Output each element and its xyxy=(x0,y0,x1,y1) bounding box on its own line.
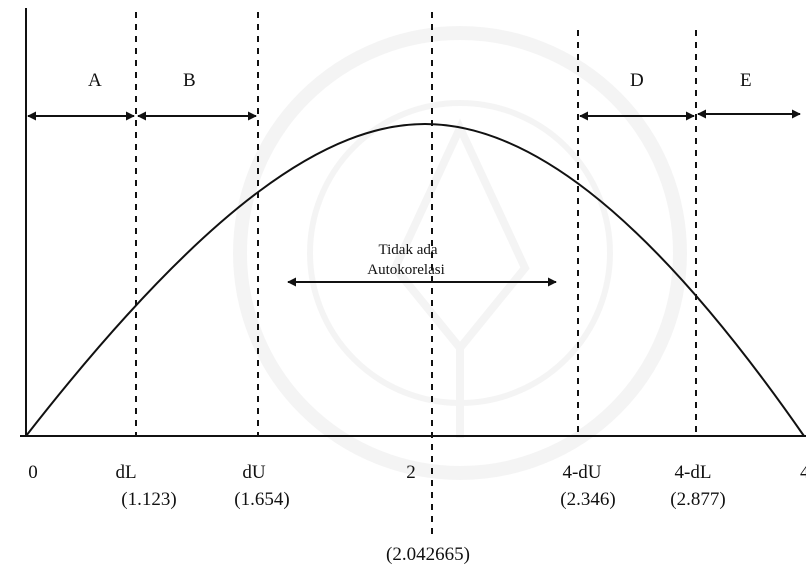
tick-two: 2 xyxy=(406,462,416,483)
no-autocorrelation-label-line1: Tidak ada xyxy=(378,242,437,258)
value-dw-statistic: (2.042665) xyxy=(386,544,470,565)
tick-four: 4 xyxy=(800,462,806,483)
region-a-label: A xyxy=(88,70,102,91)
tick-four-dl: 4-dL xyxy=(675,462,712,483)
tick-zero: 0 xyxy=(28,462,38,483)
tick-du: dU xyxy=(242,462,266,483)
region-b-label: B xyxy=(183,70,196,91)
distribution-curve xyxy=(25,122,805,437)
no-autocorrelation-label-line2: Autokorelasi xyxy=(367,262,444,278)
value-dl: (1.123) xyxy=(121,489,176,510)
region-d-label: D xyxy=(630,70,644,91)
value-four-du: (2.346) xyxy=(560,489,615,510)
tick-four-du: 4-dU xyxy=(562,462,601,483)
tick-dl: dL xyxy=(115,462,136,483)
region-e-label: E xyxy=(740,70,752,91)
value-four-dl: (2.877) xyxy=(670,489,725,510)
value-du: (1.654) xyxy=(234,489,289,510)
